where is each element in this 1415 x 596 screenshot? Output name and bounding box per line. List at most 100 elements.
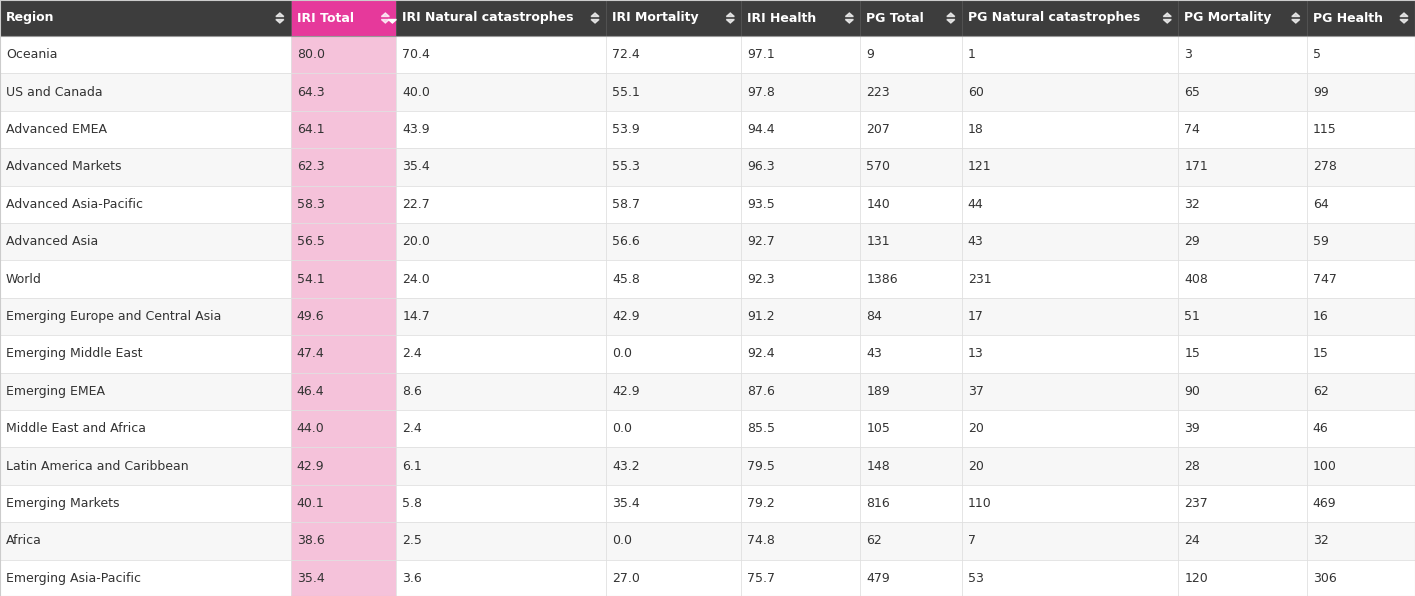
Bar <box>741 223 860 260</box>
Bar <box>0 372 291 410</box>
Text: 408: 408 <box>1184 272 1208 285</box>
Text: Emerging Europe and Central Asia: Emerging Europe and Central Asia <box>6 310 221 323</box>
Text: 816: 816 <box>866 497 890 510</box>
Bar <box>606 0 741 36</box>
Text: 35.4: 35.4 <box>297 572 324 585</box>
Bar <box>1179 223 1307 260</box>
Text: 62: 62 <box>1313 385 1329 398</box>
Text: 1386: 1386 <box>866 272 899 285</box>
Text: 14.7: 14.7 <box>402 310 430 323</box>
Bar <box>396 372 606 410</box>
Text: 49.6: 49.6 <box>297 310 324 323</box>
Bar <box>860 0 962 36</box>
Text: 46: 46 <box>1313 422 1329 435</box>
Bar <box>1307 73 1415 111</box>
Bar <box>860 185 962 223</box>
Text: 93.5: 93.5 <box>747 198 775 211</box>
Text: IRI Mortality: IRI Mortality <box>613 11 699 24</box>
Text: 278: 278 <box>1313 160 1337 173</box>
Text: 44: 44 <box>968 198 983 211</box>
Bar <box>1179 448 1307 485</box>
Bar <box>962 448 1179 485</box>
Text: 55.1: 55.1 <box>613 86 640 98</box>
Bar <box>1307 36 1415 73</box>
Text: 140: 140 <box>866 198 890 211</box>
Bar <box>0 36 291 73</box>
Bar <box>396 36 606 73</box>
Text: US and Canada: US and Canada <box>6 86 103 98</box>
Text: 94.4: 94.4 <box>747 123 775 136</box>
Text: IRI Natural catastrophes: IRI Natural catastrophes <box>402 11 574 24</box>
Bar <box>860 298 962 335</box>
Bar <box>606 111 741 148</box>
Text: 64.1: 64.1 <box>297 123 324 136</box>
Text: Oceania: Oceania <box>6 48 58 61</box>
Text: 2.4: 2.4 <box>402 422 422 435</box>
Bar <box>741 335 860 372</box>
Bar <box>860 111 962 148</box>
Text: 15: 15 <box>1313 347 1329 361</box>
Text: 35.4: 35.4 <box>613 497 640 510</box>
Polygon shape <box>726 13 734 17</box>
Bar <box>962 36 1179 73</box>
Bar <box>291 372 396 410</box>
Polygon shape <box>845 20 853 23</box>
Text: 42.9: 42.9 <box>613 385 640 398</box>
Bar <box>962 111 1179 148</box>
Bar <box>0 560 291 596</box>
Bar <box>396 223 606 260</box>
Bar <box>860 560 962 596</box>
Bar <box>860 410 962 448</box>
Bar <box>291 111 396 148</box>
Text: 237: 237 <box>1184 497 1208 510</box>
Bar <box>606 522 741 560</box>
Bar <box>1179 73 1307 111</box>
Text: 37: 37 <box>968 385 983 398</box>
Text: PG Health: PG Health <box>1313 11 1382 24</box>
Text: 223: 223 <box>866 86 890 98</box>
Bar <box>291 260 396 298</box>
Text: 3.6: 3.6 <box>402 572 422 585</box>
Bar <box>396 410 606 448</box>
Text: 2.4: 2.4 <box>402 347 422 361</box>
Text: 7: 7 <box>968 535 976 547</box>
Bar <box>396 111 606 148</box>
Text: 58.3: 58.3 <box>297 198 324 211</box>
Bar <box>1307 372 1415 410</box>
Text: Region: Region <box>6 11 55 24</box>
Text: 75.7: 75.7 <box>747 572 775 585</box>
Polygon shape <box>845 13 853 17</box>
Text: 99: 99 <box>1313 86 1329 98</box>
Bar <box>860 148 962 185</box>
Text: 8.6: 8.6 <box>402 385 422 398</box>
Text: 131: 131 <box>866 235 890 248</box>
Text: 0.0: 0.0 <box>613 347 633 361</box>
Polygon shape <box>382 20 389 23</box>
Bar <box>1179 335 1307 372</box>
Bar <box>741 372 860 410</box>
Text: 47.4: 47.4 <box>297 347 324 361</box>
Bar <box>606 260 741 298</box>
Bar <box>962 522 1179 560</box>
Bar <box>1307 298 1415 335</box>
Bar <box>606 298 741 335</box>
Text: 87.6: 87.6 <box>747 385 775 398</box>
Polygon shape <box>1163 20 1172 23</box>
Polygon shape <box>276 13 284 17</box>
Polygon shape <box>382 13 389 17</box>
Text: 22.7: 22.7 <box>402 198 430 211</box>
Bar <box>741 0 860 36</box>
Bar <box>0 111 291 148</box>
Text: 9: 9 <box>866 48 874 61</box>
Text: 0.0: 0.0 <box>613 535 633 547</box>
Text: 46.4: 46.4 <box>297 385 324 398</box>
Text: 79.5: 79.5 <box>747 460 775 473</box>
Text: World: World <box>6 272 42 285</box>
Bar <box>962 298 1179 335</box>
Bar <box>396 335 606 372</box>
Polygon shape <box>1399 13 1408 17</box>
Bar <box>860 260 962 298</box>
Text: 42.9: 42.9 <box>297 460 324 473</box>
Text: 5.8: 5.8 <box>402 497 422 510</box>
Text: 120: 120 <box>1184 572 1208 585</box>
